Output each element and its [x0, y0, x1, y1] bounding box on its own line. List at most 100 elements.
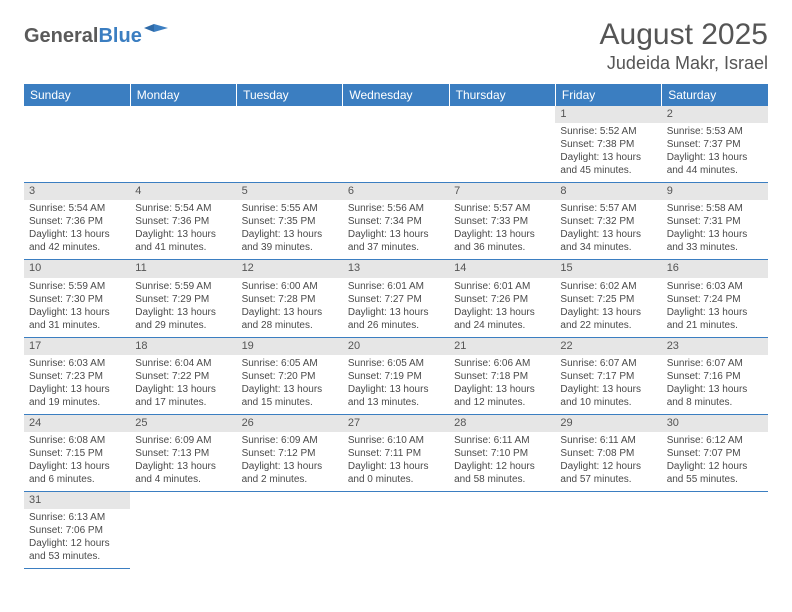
day-dl1: Daylight: 13 hours — [135, 306, 231, 319]
day-number: 5 — [237, 183, 343, 200]
day-header-monday: Monday — [130, 84, 236, 106]
day-number: 28 — [449, 415, 555, 432]
day-dl1: Daylight: 13 hours — [560, 151, 656, 164]
day-header-sunday: Sunday — [24, 84, 130, 106]
day-header-saturday: Saturday — [662, 84, 768, 106]
day-number: 30 — [662, 415, 768, 432]
day-dl2: and 36 minutes. — [454, 241, 550, 254]
day-bar-empty — [555, 492, 661, 509]
day-cell: 17Sunrise: 6:03 AMSunset: 7:23 PMDayligh… — [24, 337, 130, 414]
day-cell — [449, 106, 555, 183]
day-sunset: Sunset: 7:16 PM — [667, 370, 763, 383]
day-sunset: Sunset: 7:18 PM — [454, 370, 550, 383]
day-header-friday: Friday — [555, 84, 661, 106]
day-header-thursday: Thursday — [449, 84, 555, 106]
day-cell: 21Sunrise: 6:06 AMSunset: 7:18 PMDayligh… — [449, 337, 555, 414]
day-number: 26 — [237, 415, 343, 432]
day-body-empty — [343, 509, 449, 561]
day-dl1: Daylight: 13 hours — [29, 460, 125, 473]
header: GeneralBlue August 2025 Judeida Makr, Is… — [24, 18, 768, 74]
day-body: Sunrise: 6:11 AMSunset: 7:08 PMDaylight:… — [555, 432, 661, 491]
day-body-empty — [555, 509, 661, 561]
day-sunrise: Sunrise: 5:58 AM — [667, 202, 763, 215]
day-cell: 24Sunrise: 6:08 AMSunset: 7:15 PMDayligh… — [24, 414, 130, 491]
day-sunrise: Sunrise: 5:57 AM — [560, 202, 656, 215]
day-bar-empty — [662, 492, 768, 509]
day-dl2: and 44 minutes. — [667, 164, 763, 177]
day-cell: 11Sunrise: 5:59 AMSunset: 7:29 PMDayligh… — [130, 260, 236, 337]
day-sunrise: Sunrise: 5:54 AM — [29, 202, 125, 215]
day-body: Sunrise: 6:01 AMSunset: 7:27 PMDaylight:… — [343, 278, 449, 337]
day-sunset: Sunset: 7:17 PM — [560, 370, 656, 383]
day-cell — [130, 491, 236, 568]
day-bar-empty — [343, 492, 449, 509]
day-sunset: Sunset: 7:33 PM — [454, 215, 550, 228]
day-body: Sunrise: 6:11 AMSunset: 7:10 PMDaylight:… — [449, 432, 555, 491]
day-dl1: Daylight: 13 hours — [135, 228, 231, 241]
day-dl1: Daylight: 13 hours — [560, 383, 656, 396]
day-dl2: and 39 minutes. — [242, 241, 338, 254]
day-sunrise: Sunrise: 5:59 AM — [135, 280, 231, 293]
day-sunrise: Sunrise: 6:07 AM — [560, 357, 656, 370]
day-sunset: Sunset: 7:10 PM — [454, 447, 550, 460]
day-body: Sunrise: 5:54 AMSunset: 7:36 PMDaylight:… — [130, 200, 236, 259]
day-number: 19 — [237, 338, 343, 355]
day-dl2: and 8 minutes. — [667, 396, 763, 409]
day-cell: 5Sunrise: 5:55 AMSunset: 7:35 PMDaylight… — [237, 183, 343, 260]
day-cell: 10Sunrise: 5:59 AMSunset: 7:30 PMDayligh… — [24, 260, 130, 337]
day-sunset: Sunset: 7:13 PM — [135, 447, 231, 460]
day-dl1: Daylight: 13 hours — [454, 228, 550, 241]
day-cell: 29Sunrise: 6:11 AMSunset: 7:08 PMDayligh… — [555, 414, 661, 491]
day-cell: 23Sunrise: 6:07 AMSunset: 7:16 PMDayligh… — [662, 337, 768, 414]
day-cell — [237, 491, 343, 568]
day-number: 29 — [555, 415, 661, 432]
day-cell: 22Sunrise: 6:07 AMSunset: 7:17 PMDayligh… — [555, 337, 661, 414]
day-sunset: Sunset: 7:31 PM — [667, 215, 763, 228]
day-cell: 19Sunrise: 6:05 AMSunset: 7:20 PMDayligh… — [237, 337, 343, 414]
day-dl2: and 22 minutes. — [560, 319, 656, 332]
day-number: 21 — [449, 338, 555, 355]
day-sunrise: Sunrise: 6:03 AM — [29, 357, 125, 370]
day-sunrise: Sunrise: 5:54 AM — [135, 202, 231, 215]
day-sunset: Sunset: 7:15 PM — [29, 447, 125, 460]
day-dl2: and 10 minutes. — [560, 396, 656, 409]
day-cell: 25Sunrise: 6:09 AMSunset: 7:13 PMDayligh… — [130, 414, 236, 491]
day-number: 20 — [343, 338, 449, 355]
day-sunset: Sunset: 7:25 PM — [560, 293, 656, 306]
day-sunset: Sunset: 7:32 PM — [560, 215, 656, 228]
day-dl1: Daylight: 13 hours — [348, 306, 444, 319]
day-number: 10 — [24, 260, 130, 277]
day-body: Sunrise: 6:03 AMSunset: 7:24 PMDaylight:… — [662, 278, 768, 337]
day-bar-empty — [449, 492, 555, 509]
day-sunrise: Sunrise: 6:11 AM — [560, 434, 656, 447]
day-sunrise: Sunrise: 6:13 AM — [29, 511, 125, 524]
day-dl1: Daylight: 13 hours — [560, 228, 656, 241]
day-dl2: and 12 minutes. — [454, 396, 550, 409]
day-sunrise: Sunrise: 5:55 AM — [242, 202, 338, 215]
day-number: 22 — [555, 338, 661, 355]
day-number: 24 — [24, 415, 130, 432]
day-sunset: Sunset: 7:24 PM — [667, 293, 763, 306]
day-dl1: Daylight: 13 hours — [667, 306, 763, 319]
day-body: Sunrise: 6:06 AMSunset: 7:18 PMDaylight:… — [449, 355, 555, 414]
day-dl2: and 19 minutes. — [29, 396, 125, 409]
day-dl1: Daylight: 13 hours — [242, 460, 338, 473]
logo-word-1: General — [24, 25, 98, 47]
calendar-table: SundayMondayTuesdayWednesdayThursdayFrid… — [24, 84, 768, 569]
day-sunrise: Sunrise: 5:56 AM — [348, 202, 444, 215]
day-number: 7 — [449, 183, 555, 200]
day-cell: 14Sunrise: 6:01 AMSunset: 7:26 PMDayligh… — [449, 260, 555, 337]
day-sunset: Sunset: 7:26 PM — [454, 293, 550, 306]
day-number: 12 — [237, 260, 343, 277]
day-cell: 3Sunrise: 5:54 AMSunset: 7:36 PMDaylight… — [24, 183, 130, 260]
day-sunrise: Sunrise: 6:06 AM — [454, 357, 550, 370]
day-body: Sunrise: 5:59 AMSunset: 7:29 PMDaylight:… — [130, 278, 236, 337]
day-number: 23 — [662, 338, 768, 355]
day-body: Sunrise: 6:10 AMSunset: 7:11 PMDaylight:… — [343, 432, 449, 491]
day-sunrise: Sunrise: 6:03 AM — [667, 280, 763, 293]
day-dl1: Daylight: 13 hours — [667, 228, 763, 241]
day-cell — [449, 491, 555, 568]
day-sunset: Sunset: 7:06 PM — [29, 524, 125, 537]
day-sunset: Sunset: 7:34 PM — [348, 215, 444, 228]
day-body: Sunrise: 6:07 AMSunset: 7:17 PMDaylight:… — [555, 355, 661, 414]
